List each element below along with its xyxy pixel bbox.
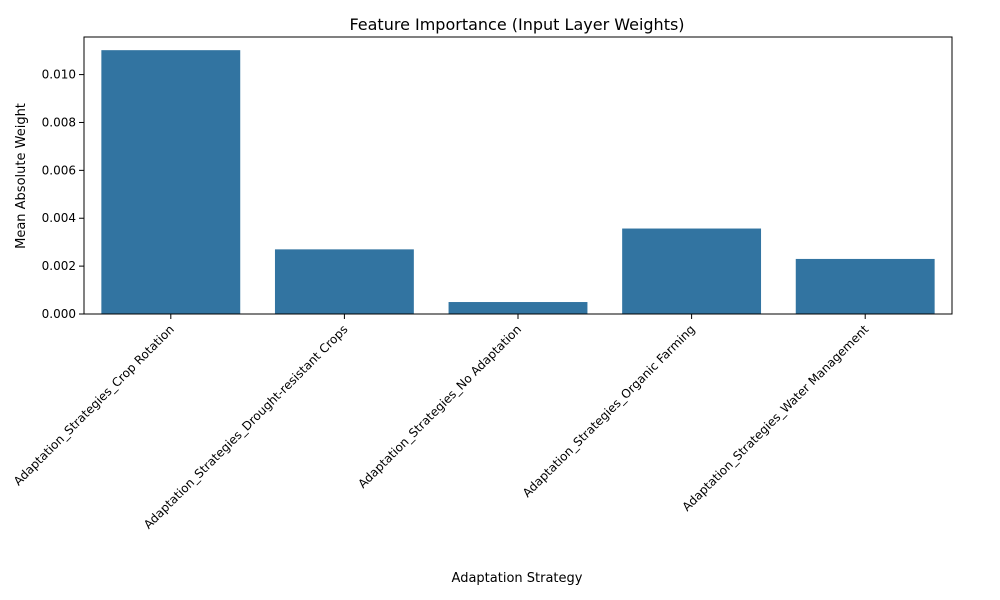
x-tick-label-3: Adaptation_Strategies_No Adaptation (355, 322, 524, 491)
x-axis: Adaptation_Strategies_Crop RotationAdapt… (11, 314, 872, 532)
x-tick-label-4: Adaptation_Strategies_Organic Farming (520, 322, 698, 500)
x-tick-label-2: Adaptation_Strategies_Drought-resistant … (141, 322, 351, 532)
y-tick-label-1: 0.000 (42, 307, 76, 321)
y-tick-label-5: 0.008 (42, 115, 76, 129)
y-tick-label-6: 0.010 (42, 68, 76, 82)
x-tick-label-5: Adaptation_Strategies_Water Management (680, 322, 872, 514)
x-axis-label: Adaptation Strategy (452, 571, 583, 586)
x-tick-label-1: Adaptation_Strategies_Crop Rotation (11, 322, 177, 488)
y-tick-label-4: 0.006 (42, 163, 76, 177)
bars-group (101, 50, 935, 315)
chart-title: Feature Importance (Input Layer Weights) (349, 15, 684, 34)
bar-3 (448, 302, 588, 314)
y-tick-label-3: 0.004 (42, 211, 76, 225)
bar-4 (622, 228, 762, 314)
bar-5 (795, 258, 935, 314)
bar-1 (101, 50, 241, 315)
y-axis-label: Mean Absolute Weight (14, 103, 29, 249)
plot-frame (83, 36, 953, 315)
bar-2 (274, 249, 414, 314)
y-axis: 0.000 0.002 0.004 0.006 0.008 0.010 (42, 68, 84, 321)
y-tick-label-2: 0.002 (42, 259, 76, 273)
